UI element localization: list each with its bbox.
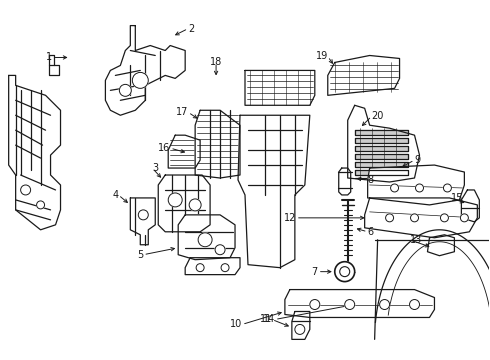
Text: 18: 18 [210,58,222,67]
Polygon shape [355,170,408,175]
Circle shape [196,264,204,272]
Circle shape [215,245,225,255]
Text: 10: 10 [230,319,242,329]
Circle shape [138,210,148,220]
Polygon shape [328,55,399,95]
Circle shape [443,184,451,192]
Polygon shape [355,154,408,159]
Text: 16: 16 [158,143,170,153]
Polygon shape [285,289,435,318]
Text: 4: 4 [112,190,119,200]
Text: 3: 3 [152,163,158,173]
Polygon shape [185,258,240,275]
Circle shape [340,267,350,276]
Text: 11: 11 [260,314,272,324]
Polygon shape [427,235,454,256]
Polygon shape [168,135,200,168]
Circle shape [168,193,182,207]
Text: 20: 20 [371,111,384,121]
Circle shape [461,214,468,222]
Circle shape [21,185,30,195]
Polygon shape [130,198,155,245]
Polygon shape [355,138,408,143]
Polygon shape [245,71,315,105]
Text: 5: 5 [137,250,143,260]
Text: 17: 17 [176,107,188,117]
Polygon shape [462,190,479,222]
Text: 9: 9 [415,155,420,165]
Text: 7: 7 [312,267,318,276]
Circle shape [411,214,418,222]
Circle shape [198,233,212,247]
Polygon shape [292,311,310,339]
Polygon shape [348,105,419,182]
Polygon shape [339,168,351,195]
Circle shape [295,324,305,334]
Polygon shape [49,55,58,75]
Circle shape [221,264,229,272]
Polygon shape [158,175,210,232]
Circle shape [386,214,393,222]
Circle shape [310,300,320,310]
Circle shape [391,184,398,192]
Circle shape [132,72,148,88]
Polygon shape [355,162,408,167]
Polygon shape [195,110,240,178]
Polygon shape [355,130,408,135]
Text: 2: 2 [188,24,195,33]
Polygon shape [355,146,408,151]
Polygon shape [178,215,235,260]
Polygon shape [368,165,465,205]
Circle shape [441,214,448,222]
Circle shape [410,300,419,310]
Text: 12: 12 [284,213,296,223]
Text: 1: 1 [47,53,52,63]
Circle shape [380,300,390,310]
Text: 13: 13 [410,235,422,245]
Circle shape [345,300,355,310]
Polygon shape [365,198,477,238]
Circle shape [37,201,45,209]
Polygon shape [238,115,310,268]
Text: 15: 15 [451,193,464,203]
Polygon shape [105,26,185,115]
Text: 6: 6 [368,227,374,237]
Circle shape [416,184,423,192]
Circle shape [189,199,201,211]
Text: 8: 8 [368,175,374,185]
Polygon shape [9,75,61,230]
Circle shape [120,84,131,96]
Text: 14: 14 [263,314,275,324]
Text: 19: 19 [316,51,328,62]
Circle shape [335,262,355,282]
